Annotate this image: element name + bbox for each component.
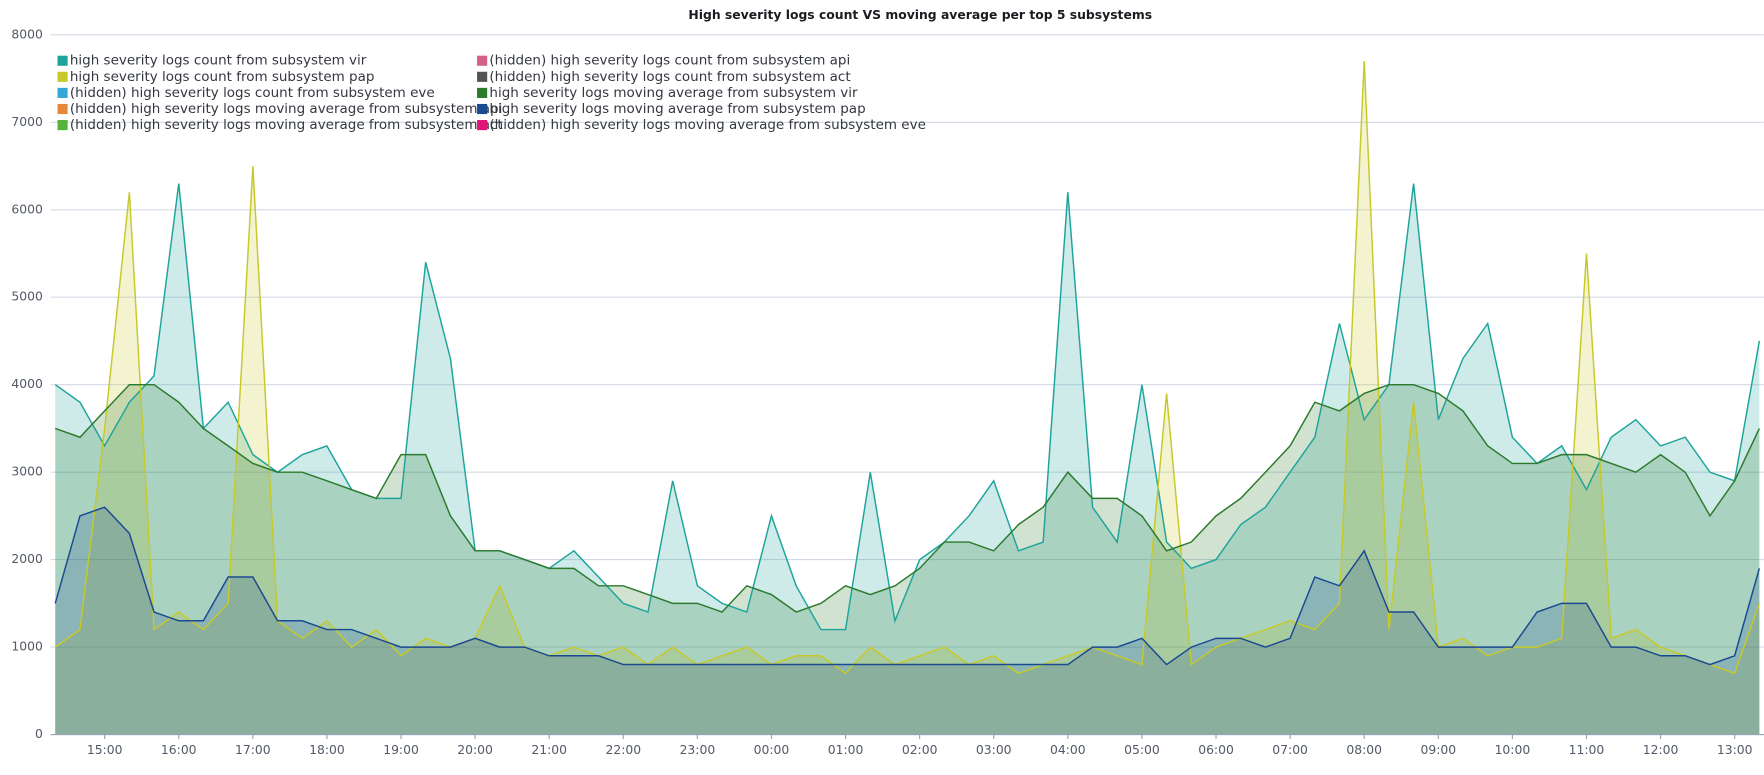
area-fill bbox=[55, 507, 1760, 735]
y-tick-label: 2000 bbox=[11, 552, 43, 566]
grid bbox=[50, 34, 1764, 736]
y-tick-label: 3000 bbox=[11, 465, 43, 479]
x-tick-label: 10:00 bbox=[1495, 743, 1531, 757]
x-tick-label: 04:00 bbox=[1050, 743, 1086, 757]
legend-label: high severity logs moving average from s… bbox=[489, 85, 858, 101]
y-tick-label: 0 bbox=[35, 727, 43, 741]
y-tick-label: 4000 bbox=[11, 377, 43, 391]
x-tick-label: 05:00 bbox=[1124, 743, 1160, 757]
x-tick-label: 13:00 bbox=[1717, 743, 1753, 757]
series-line bbox=[55, 383, 1761, 613]
y-tick-label: 6000 bbox=[11, 202, 43, 216]
legend-swatch bbox=[477, 103, 488, 115]
x-tick-label: 17:00 bbox=[235, 743, 271, 757]
legend-label: (hidden) high severity logs moving avera… bbox=[70, 101, 502, 117]
x-tick-label: 12:00 bbox=[1643, 743, 1679, 757]
legend-label: high severity logs moving average from s… bbox=[489, 101, 865, 117]
legend-swatch bbox=[57, 120, 68, 131]
area-fill bbox=[55, 384, 1760, 735]
legend-swatch bbox=[57, 55, 68, 66]
legend-swatch bbox=[477, 120, 488, 131]
x-tick-label: 21:00 bbox=[531, 743, 567, 757]
area-fill bbox=[55, 183, 1760, 735]
chart-title: High severity logs count VS moving avera… bbox=[688, 8, 1152, 22]
x-tick-label: 23:00 bbox=[680, 743, 716, 757]
x-tick-label: 01:00 bbox=[828, 743, 864, 757]
y-tick-label: 7000 bbox=[11, 115, 43, 129]
legend-label: (hidden) high severity logs moving avera… bbox=[489, 117, 925, 133]
legend-swatch bbox=[57, 87, 68, 98]
lines bbox=[54, 61, 1761, 675]
legend-label: (hidden) high severity logs count from s… bbox=[489, 69, 850, 85]
areas bbox=[55, 61, 1760, 735]
x-tick-label: 00:00 bbox=[754, 743, 790, 757]
legend-label: high severity logs count from subsystem … bbox=[70, 69, 375, 85]
area-fill bbox=[55, 61, 1760, 735]
legend-swatch bbox=[57, 71, 68, 82]
y-tick-label: 1000 bbox=[11, 640, 43, 654]
y-tick-label: 5000 bbox=[11, 290, 43, 304]
x-tick-label: 09:00 bbox=[1420, 743, 1456, 757]
y-tick-label: 8000 bbox=[11, 27, 43, 41]
legend-label: (hidden) high severity logs count from s… bbox=[70, 85, 435, 101]
x-tick-label: 03:00 bbox=[976, 743, 1012, 757]
x-tick-label: 18:00 bbox=[309, 743, 345, 757]
x-tick-label: 19:00 bbox=[383, 743, 419, 757]
x-tick-label: 20:00 bbox=[457, 743, 493, 757]
x-tick-label: 08:00 bbox=[1346, 743, 1382, 757]
x-tick-label: 11:00 bbox=[1569, 743, 1605, 757]
x-tick-label: 15:00 bbox=[87, 743, 123, 757]
x-tick-label: 22:00 bbox=[605, 743, 641, 757]
x-tick-label: 07:00 bbox=[1272, 743, 1308, 757]
series-line bbox=[54, 183, 1761, 631]
legend-swatch bbox=[477, 87, 488, 98]
legend-label: (hidden) high severity logs count from s… bbox=[489, 53, 850, 69]
legend-swatch bbox=[57, 103, 68, 115]
legend-label: (hidden) high severity logs moving avera… bbox=[70, 117, 503, 133]
legend-swatch bbox=[477, 71, 488, 82]
x-tick-label: 02:00 bbox=[902, 743, 938, 757]
x-tick-label: 16:00 bbox=[161, 743, 197, 757]
x-tick-label: 06:00 bbox=[1198, 743, 1234, 757]
legend-label: high severity logs count from subsystem … bbox=[70, 53, 367, 69]
series-line bbox=[54, 506, 1761, 666]
legend-swatch bbox=[477, 55, 488, 66]
